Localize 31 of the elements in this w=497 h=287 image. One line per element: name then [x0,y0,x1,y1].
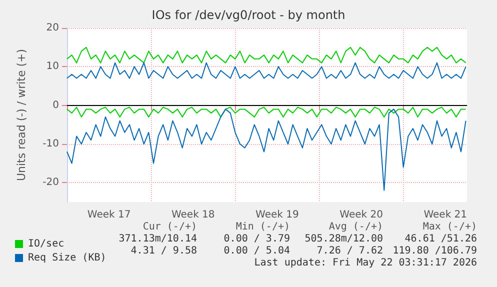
x-tick-label: Week 20 [340,210,383,220]
y-tick-label: 20 [46,22,59,34]
text: Cur (-/+) [142,222,198,232]
y-axis-title: Units read (-) / write (+) [15,48,28,182]
text: 0.00 / 5.04 [224,246,290,256]
x-tick-label: Week 17 [87,210,131,220]
text: 7.26 / 7.62 [316,246,384,256]
text: Min (-/+) [236,222,290,232]
text: 4.31 / 9.58 [130,246,198,256]
text: 46.61 /51.26 [404,234,478,244]
x-tick-label: Week 21 [424,210,468,220]
text: 0.00 / 3.79 [224,234,290,244]
y-tick-label: 10 [46,61,59,72]
line-series [66,108,466,191]
chart-title: IOs for /dev/vg0/root - by month [152,8,346,22]
text: 505.28m/12.00 [304,234,384,244]
y-tick-label: 0 [52,100,59,111]
line-series [66,46,466,64]
line-series [66,62,466,79]
text: 119.80 /106.79 [392,246,478,256]
line-series [66,106,466,118]
text: Avg (-/+) [328,222,384,232]
x-tick-label: Week 19 [256,210,299,220]
y-tick-label: -10 [42,138,59,150]
text: Last update: Fri May 22 03:31:17 2026 [254,258,478,268]
text: Max (-/+) [422,222,478,232]
x-tick-label: Week 18 [171,210,215,220]
legend-label: Req Size (KB) [28,252,106,264]
legend-label: IO/sec [28,238,64,250]
text: 371.13m/10.14 [118,234,198,244]
y-tick-label: -20 [42,177,59,188]
